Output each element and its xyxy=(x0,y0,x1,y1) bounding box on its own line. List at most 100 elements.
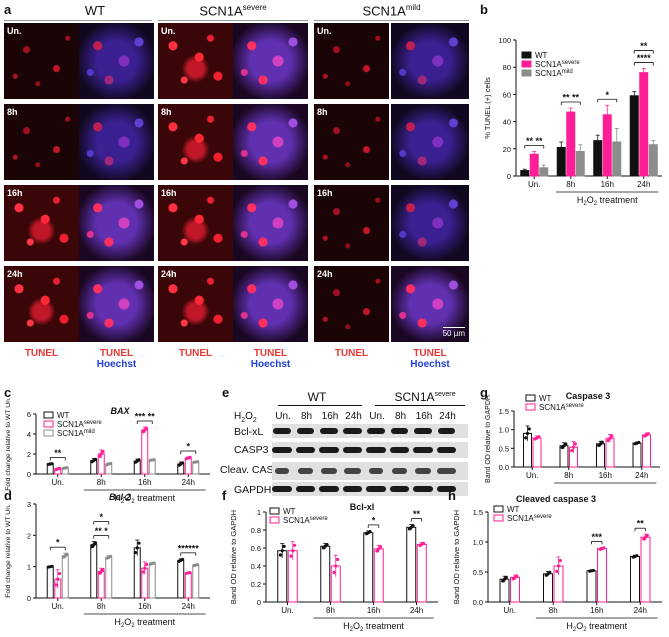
blot-band xyxy=(342,447,363,453)
x-tick-label: 8h xyxy=(97,602,106,611)
micrograph-tile xyxy=(79,104,154,180)
treatment-o: O xyxy=(587,195,594,205)
data-point xyxy=(289,554,293,558)
column-title-scn1a-severe: SCN1Asevere xyxy=(199,3,267,19)
data-point xyxy=(570,448,574,453)
treatment-o: O xyxy=(124,617,131,627)
blot-protein-label: CASP3 xyxy=(234,444,269,456)
chart-cleaved-caspase3: 0.0 0.5 1.0 1.5 Band OD relative to GAPDH Cle… xyxy=(452,494,662,633)
data-point xyxy=(335,557,340,562)
micrograph-tile xyxy=(391,185,469,261)
blot-lane-label: Un. xyxy=(275,411,291,422)
x-tick-label: 8h xyxy=(549,606,558,615)
blot-lane-label: 24h xyxy=(345,411,362,422)
bar xyxy=(630,555,640,603)
significance-stars: ****** xyxy=(178,543,200,553)
y-tick-label: 0 xyxy=(27,470,31,479)
data-point xyxy=(144,562,149,567)
legend-wt-swatch xyxy=(493,505,504,513)
data-point xyxy=(57,571,62,576)
timepoint-label: Un. xyxy=(7,26,22,36)
data-point xyxy=(548,570,552,574)
data-point xyxy=(646,432,650,436)
data-point xyxy=(152,561,156,565)
y-tick-label: 0.0 xyxy=(473,598,483,607)
x-tick-label: Un. xyxy=(281,606,293,615)
treatment-sub: 2 xyxy=(121,499,125,505)
legend-mild-sup: mild xyxy=(84,429,95,435)
blot-band xyxy=(296,428,315,434)
legend-severe-label: SCN1Asevere xyxy=(283,516,328,525)
legend-mild-base: SCN1A xyxy=(535,69,562,78)
y-tick-label: 1.5 xyxy=(499,407,509,416)
bar xyxy=(532,437,542,468)
timepoint-label: 8h xyxy=(161,107,172,117)
data-point xyxy=(65,552,69,556)
bar xyxy=(363,532,374,603)
legend-severe-base: SCN1A xyxy=(535,60,562,69)
panel-label-a: a xyxy=(4,2,12,17)
data-point xyxy=(537,435,541,439)
timepoint-label: 24h xyxy=(7,269,23,279)
timepoint-label: 16h xyxy=(317,188,333,198)
chart-title: Cleaved caspase 3 xyxy=(516,494,596,504)
legend-severe-swatch xyxy=(43,420,54,428)
legend-wt-label: WT xyxy=(539,394,552,403)
column-title-scn1a-mild: SCN1Amild xyxy=(362,3,421,19)
legend-mild-sup: mild xyxy=(562,69,573,75)
bar xyxy=(177,559,185,599)
data-point xyxy=(101,450,105,454)
data-point xyxy=(602,546,606,550)
y-tick-label: 0.0 xyxy=(499,463,509,472)
bar xyxy=(510,576,520,603)
data-point xyxy=(291,549,295,553)
significance-stars: * xyxy=(186,442,190,452)
bar xyxy=(559,445,569,468)
data-point xyxy=(411,524,415,528)
micrograph-tile xyxy=(233,185,308,261)
data-point xyxy=(50,564,54,568)
blot-protein-label: GAPDH xyxy=(234,484,272,496)
treatment-label: H2O2 treatment xyxy=(114,493,175,505)
bar xyxy=(97,570,105,599)
legend-severe-label: SCN1Asevere xyxy=(57,420,102,429)
blot-band xyxy=(320,468,338,474)
timepoint-label: 16h xyxy=(7,188,23,198)
y-tick-label: 60 xyxy=(503,90,511,99)
chart-title: BAX xyxy=(110,406,130,416)
legend-mild-label: SCN1Amild xyxy=(535,69,573,78)
chart-bcl2: 0 1 2 3 Fold change relative to WT Un. Bcl-2 U… xyxy=(5,492,210,629)
treatment-label: H2O2 treatment xyxy=(577,195,638,207)
y-tick-label: 0.8 xyxy=(251,526,261,535)
data-point xyxy=(54,583,58,587)
column-underline-wt xyxy=(4,20,152,21)
data-point xyxy=(137,541,141,545)
treatment-rest: treatment xyxy=(135,617,176,627)
panel-label-e: e xyxy=(222,385,230,400)
treatment-sub: 2 xyxy=(121,623,125,629)
data-point xyxy=(525,431,530,435)
micrograph-tile: 16h xyxy=(4,185,79,261)
timepoint-label: Un. xyxy=(317,26,332,36)
bar xyxy=(373,548,384,603)
blot-band xyxy=(414,428,432,434)
significance-stars: * xyxy=(605,90,609,100)
data-point xyxy=(108,461,113,465)
blot-band xyxy=(436,486,457,492)
bar xyxy=(148,563,156,599)
blot-band xyxy=(297,468,314,474)
y-tick-label: 20 xyxy=(503,145,511,154)
column-title-wt: WT xyxy=(84,3,106,18)
blot-band xyxy=(272,447,292,453)
legend-severe-base: SCN1A xyxy=(57,420,84,429)
data-point xyxy=(645,533,649,537)
data-point xyxy=(180,461,185,465)
micrograph-tile xyxy=(391,23,469,99)
data-point xyxy=(556,564,561,568)
data-point xyxy=(527,427,531,431)
bar xyxy=(46,566,54,599)
blot-lane-label: 16h xyxy=(321,411,339,422)
blot-band xyxy=(389,447,410,453)
